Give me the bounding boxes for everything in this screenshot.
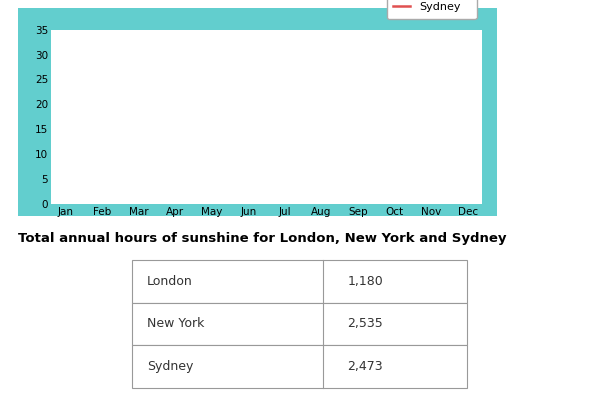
Text: New York: New York — [147, 318, 204, 330]
Legend: London, New York, Sydney: London, New York, Sydney — [387, 0, 477, 19]
Text: 1,180: 1,180 — [347, 275, 383, 287]
Text: London: London — [147, 275, 192, 287]
Text: 2,535: 2,535 — [347, 318, 383, 330]
Text: 2,473: 2,473 — [347, 360, 383, 373]
Bar — [132, 260, 467, 303]
Text: Total annual hours of sunshine for London, New York and Sydney: Total annual hours of sunshine for Londo… — [18, 232, 507, 245]
Bar — [132, 303, 467, 345]
Text: Sydney: Sydney — [147, 360, 193, 373]
Bar — [132, 345, 467, 388]
